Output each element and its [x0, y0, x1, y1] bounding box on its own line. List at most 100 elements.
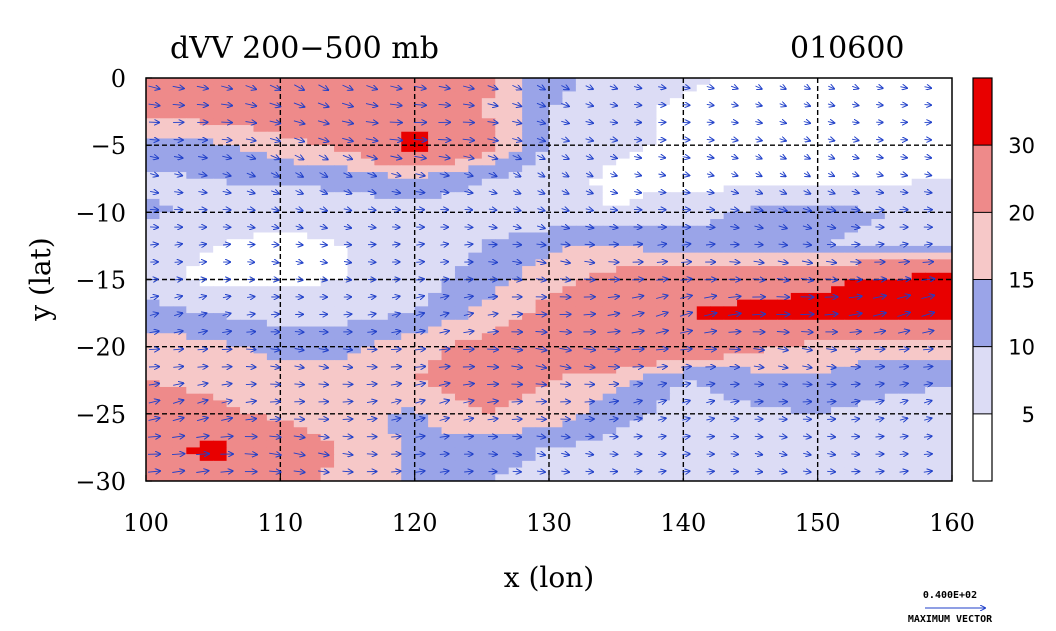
field-cell: [683, 266, 698, 274]
field-cell: [360, 198, 375, 207]
field-cell: [817, 400, 832, 408]
field-cell: [925, 346, 940, 354]
field-cell: [575, 467, 590, 475]
field-cell: [159, 373, 174, 381]
field-cell: [831, 353, 846, 361]
field-cell: [186, 198, 201, 207]
field-cell: [844, 118, 859, 126]
field-cell: [280, 467, 295, 475]
field-cell: [334, 306, 349, 314]
field-cell: [683, 346, 698, 354]
field-cell: [387, 326, 402, 334]
field-cell: [495, 138, 510, 146]
field-cell: [226, 219, 241, 227]
field-cell: [643, 151, 658, 160]
field-cell: [898, 111, 913, 119]
field-cell: [226, 104, 241, 113]
field-cell: [468, 91, 483, 99]
field-cell: [831, 252, 846, 260]
field-cell: [737, 91, 752, 99]
field-cell: [589, 380, 604, 388]
field-cell: [898, 420, 913, 428]
field-cell: [522, 259, 537, 267]
field-cell: [629, 259, 644, 267]
field-cell: [387, 380, 402, 388]
field-cell: [549, 111, 564, 119]
wind-vector: [583, 349, 595, 351]
field-cell: [347, 272, 362, 281]
field-cell: [159, 286, 174, 294]
wind-vector: [752, 314, 765, 315]
field-cell: [723, 212, 738, 220]
field-cell: [146, 433, 161, 442]
field-cell: [360, 185, 375, 193]
wind-vector: [631, 349, 644, 350]
field-cell: [266, 386, 281, 395]
field-cell: [629, 198, 644, 207]
wind-vector: [754, 436, 763, 437]
field-cell: [804, 279, 819, 287]
field-cell: [616, 78, 631, 86]
wind-vector: [439, 400, 449, 403]
field-cell: [777, 104, 792, 113]
field-cell: [669, 306, 684, 314]
field-cell: [750, 178, 765, 187]
field-cell: [307, 145, 322, 153]
field-cell: [817, 239, 832, 247]
wind-vector: [221, 418, 232, 420]
field-cell: [428, 366, 443, 375]
field-cell: [441, 353, 456, 361]
field-cell: [293, 239, 308, 247]
field-cell: [428, 407, 443, 415]
field-cell: [723, 346, 738, 354]
field-cell: [884, 259, 899, 267]
field-cell: [468, 279, 483, 287]
field-cell: [226, 292, 241, 301]
field-cell: [575, 84, 590, 93]
wind-vector: [561, 226, 569, 228]
wind-vector: [706, 104, 714, 105]
field-cell: [763, 413, 778, 422]
field-cell: [401, 131, 416, 140]
wind-vector: [923, 454, 932, 455]
field-cell: [334, 353, 349, 361]
wind-vector: [706, 418, 714, 420]
field-cell: [844, 366, 859, 375]
field-cell: [710, 232, 725, 240]
field-cell: [911, 420, 926, 428]
field-cell: [790, 467, 805, 475]
field-cell: [159, 386, 174, 395]
field-cell: [522, 360, 537, 368]
field-cell: [226, 192, 241, 200]
wind-vector: [415, 436, 425, 437]
field-cell: [387, 467, 402, 475]
field-cell: [817, 172, 832, 180]
field-cell: [428, 259, 443, 267]
field-cell: [629, 373, 644, 381]
field-cell: [240, 145, 255, 153]
field-cell: [616, 360, 631, 368]
field-cell: [414, 84, 429, 93]
field-cell: [213, 239, 228, 247]
field-cell: [307, 326, 322, 334]
wind-vector: [755, 156, 762, 159]
field-cell: [871, 313, 886, 321]
field-cell: [737, 413, 752, 422]
wind-vector: [923, 244, 932, 245]
field-cell: [549, 131, 564, 140]
field-cell: [468, 299, 483, 307]
field-cell: [199, 474, 214, 481]
wind-vector: [172, 436, 184, 438]
wind-vector: [754, 191, 762, 194]
wind-vector: [415, 418, 425, 420]
field-cell: [387, 474, 402, 481]
wind-vector: [632, 279, 643, 280]
field-cell: [656, 192, 671, 200]
field-cell: [374, 333, 389, 341]
field-cell: [414, 151, 429, 160]
field-cell: [790, 386, 805, 395]
field-cell: [454, 131, 469, 140]
field-cell: [508, 346, 523, 354]
field-cell: [481, 400, 496, 408]
field-cell: [750, 266, 765, 274]
